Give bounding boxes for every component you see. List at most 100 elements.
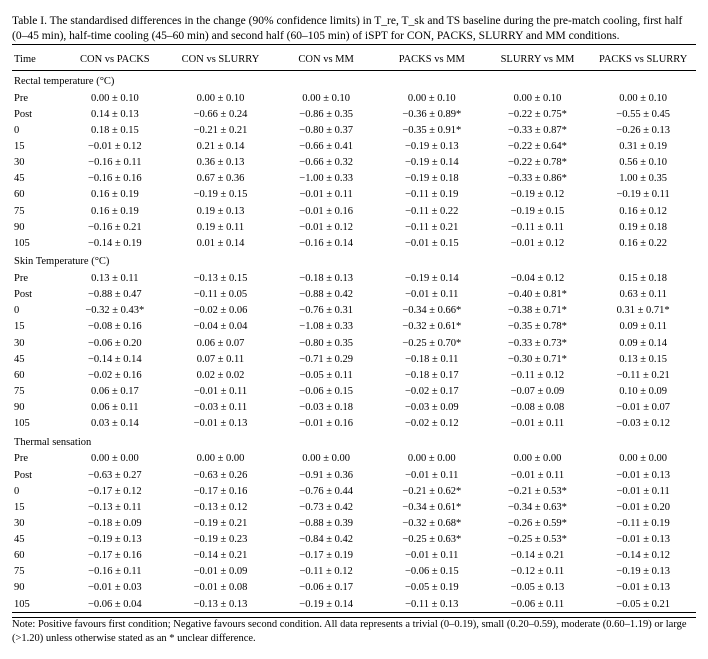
cell-time: Pre [12, 90, 62, 106]
table-row: 1050.03 ± 0.14−0.01 ± 0.13−0.01 ± 0.16−0… [12, 416, 696, 432]
cell-value: −0.26 ± 0.59* [485, 515, 591, 531]
table-row: 60−0.02 ± 0.160.02 ± 0.02−0.05 ± 0.11−0.… [12, 367, 696, 383]
table-row: 00.18 ± 0.15−0.21 ± 0.21−0.80 ± 0.37−0.3… [12, 122, 696, 138]
cell-value: −0.02 ± 0.06 [168, 303, 274, 319]
cell-value: −0.26 ± 0.13 [590, 122, 696, 138]
cell-time: 75 [12, 564, 62, 580]
cell-value: −0.01 ± 0.11 [168, 383, 274, 399]
section-title: Rectal temperature (°C) [12, 71, 696, 91]
cell-value: −0.66 ± 0.32 [273, 155, 379, 171]
cell-value: −0.01 ± 0.11 [379, 548, 485, 564]
cell-time: 90 [12, 400, 62, 416]
table-row: 30−0.18 ± 0.09−0.19 ± 0.21−0.88 ± 0.39−0… [12, 515, 696, 531]
cell-value: 0.21 ± 0.14 [168, 139, 274, 155]
table-row: 900.06 ± 0.11−0.03 ± 0.11−0.03 ± 0.18−0.… [12, 400, 696, 416]
cell-value: −0.25 ± 0.70* [379, 335, 485, 351]
cell-value: −0.35 ± 0.91* [379, 122, 485, 138]
cell-value: −0.01 ± 0.11 [273, 187, 379, 203]
cell-value: −0.73 ± 0.42 [273, 499, 379, 515]
cell-value: 1.00 ± 0.35 [590, 171, 696, 187]
cell-value: −0.01 ± 0.13 [590, 467, 696, 483]
cell-value: −0.32 ± 0.61* [379, 319, 485, 335]
cell-value: −0.19 ± 0.11 [590, 187, 696, 203]
cell-value: −0.80 ± 0.37 [273, 122, 379, 138]
cell-value: −0.34 ± 0.63* [485, 499, 591, 515]
cell-value: −0.18 ± 0.17 [379, 367, 485, 383]
table-caption: Table I. The standardised differences in… [12, 14, 696, 45]
cell-value: −0.22 ± 0.78* [485, 155, 591, 171]
cell-value: −0.21 ± 0.62* [379, 483, 485, 499]
col-con-vs-packs: CON vs PACKS [62, 49, 168, 71]
cell-value: 0.09 ± 0.11 [590, 319, 696, 335]
table-head: TimeCON vs PACKSCON vs SLURRYCON vs MMPA… [12, 49, 696, 71]
table-row: Pre0.13 ± 0.11−0.13 ± 0.15−0.18 ± 0.13−0… [12, 271, 696, 287]
cell-value: −0.01 ± 0.11 [379, 287, 485, 303]
table-body: Rectal temperature (°C)Pre0.00 ± 0.100.0… [12, 71, 696, 613]
table-row: Pre0.00 ± 0.100.00 ± 0.100.00 ± 0.100.00… [12, 90, 696, 106]
cell-value: 0.00 ± 0.10 [62, 90, 168, 106]
table-row: 90−0.16 ± 0.210.19 ± 0.11−0.01 ± 0.12−0.… [12, 219, 696, 235]
cell-value: 0.06 ± 0.17 [62, 383, 168, 399]
cell-value: −0.32 ± 0.68* [379, 515, 485, 531]
cell-value: −0.01 ± 0.13 [168, 416, 274, 432]
cell-value: 0.06 ± 0.07 [168, 335, 274, 351]
cell-value: −0.01 ± 0.12 [273, 219, 379, 235]
table-row: Pre0.00 ± 0.000.00 ± 0.000.00 ± 0.000.00… [12, 451, 696, 467]
cell-value: −0.19 ± 0.13 [62, 532, 168, 548]
cell-value: −0.30 ± 0.71* [485, 351, 591, 367]
cell-time: 75 [12, 383, 62, 399]
cell-value: 0.00 ± 0.00 [485, 451, 591, 467]
cell-value: −0.01 ± 0.11 [590, 483, 696, 499]
cell-time: 15 [12, 139, 62, 155]
cell-time: Pre [12, 451, 62, 467]
cell-value: 0.31 ± 0.19 [590, 139, 696, 155]
table-row: 45−0.16 ± 0.160.67 ± 0.36−1.00 ± 0.33−0.… [12, 171, 696, 187]
cell-value: −0.05 ± 0.19 [379, 580, 485, 596]
table-row: 105−0.14 ± 0.190.01 ± 0.14−0.16 ± 0.14−0… [12, 235, 696, 251]
cell-time: 30 [12, 515, 62, 531]
cell-value: 0.16 ± 0.12 [590, 203, 696, 219]
cell-time: 45 [12, 171, 62, 187]
cell-value: −0.40 ± 0.81* [485, 287, 591, 303]
cell-value: −0.19 ± 0.15 [168, 187, 274, 203]
cell-value: −0.19 ± 0.14 [379, 271, 485, 287]
table-row: 45−0.14 ± 0.140.07 ± 0.11−0.71 ± 0.29−0.… [12, 351, 696, 367]
cell-value: 0.00 ± 0.00 [168, 451, 274, 467]
cell-value: −0.19 ± 0.21 [168, 515, 274, 531]
cell-value: −0.01 ± 0.12 [485, 235, 591, 251]
col-time: Time [12, 49, 62, 71]
cell-value: −0.03 ± 0.09 [379, 400, 485, 416]
cell-value: 0.36 ± 0.13 [168, 155, 274, 171]
col-con-vs-mm: CON vs MM [273, 49, 379, 71]
cell-value: −0.01 ± 0.20 [590, 499, 696, 515]
cell-value: 0.00 ± 0.00 [62, 451, 168, 467]
cell-value: −0.01 ± 0.07 [590, 400, 696, 416]
cell-value: −0.14 ± 0.21 [168, 548, 274, 564]
cell-value: −0.22 ± 0.64* [485, 139, 591, 155]
cell-value: −0.19 ± 0.12 [485, 187, 591, 203]
section-title: Thermal sensation [12, 432, 696, 451]
cell-value: 0.00 ± 0.10 [168, 90, 274, 106]
cell-time: 45 [12, 532, 62, 548]
cell-value: −0.32 ± 0.43* [62, 303, 168, 319]
cell-value: 0.00 ± 0.10 [379, 90, 485, 106]
cell-value: −0.11 ± 0.12 [273, 564, 379, 580]
table-row: Post0.14 ± 0.13−0.66 ± 0.24−0.86 ± 0.35−… [12, 106, 696, 122]
cell-value: −0.63 ± 0.27 [62, 467, 168, 483]
cell-value: −0.76 ± 0.31 [273, 303, 379, 319]
table-footnote: Note: Positive favours first condition; … [12, 617, 696, 645]
cell-value: −0.01 ± 0.09 [168, 564, 274, 580]
cell-value: −0.16 ± 0.11 [62, 155, 168, 171]
cell-value: 0.19 ± 0.13 [168, 203, 274, 219]
cell-time: 75 [12, 203, 62, 219]
cell-value: −0.33 ± 0.87* [485, 122, 591, 138]
cell-value: −0.11 ± 0.13 [379, 596, 485, 613]
cell-value: −0.08 ± 0.16 [62, 319, 168, 335]
cell-time: Post [12, 287, 62, 303]
table-wrap: Table I. The standardised differences in… [12, 14, 696, 645]
cell-value: −0.06 ± 0.15 [379, 564, 485, 580]
table-row: 15−0.01 ± 0.120.21 ± 0.14−0.66 ± 0.41−0.… [12, 139, 696, 155]
table-row: 30−0.16 ± 0.110.36 ± 0.13−0.66 ± 0.32−0.… [12, 155, 696, 171]
cell-value: −1.08 ± 0.33 [273, 319, 379, 335]
cell-value: 0.02 ± 0.02 [168, 367, 274, 383]
